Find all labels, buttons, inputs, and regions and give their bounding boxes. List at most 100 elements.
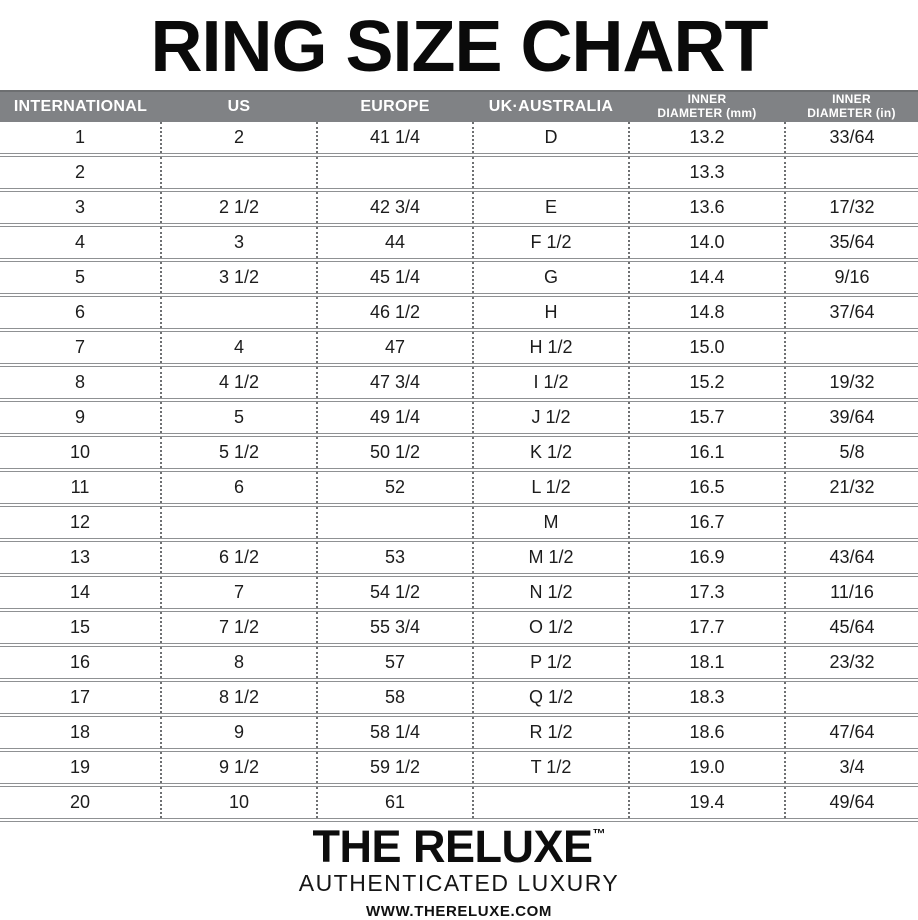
cell-inner-diameter-mm: 16.9	[628, 540, 785, 577]
cell-international: 18	[0, 715, 161, 752]
cell-uk-australia: H 1/2	[472, 330, 629, 367]
cell-inner-diameter-mm: 15.0	[628, 330, 785, 367]
cell-inner-diameter-in: 37/64	[784, 295, 918, 332]
cell-inner-diameter-in	[784, 505, 918, 542]
cell-inner-diameter-mm: 16.7	[628, 505, 785, 542]
cell-europe: 59 1/2	[316, 750, 473, 787]
cell-inner-diameter-in: 5/8	[784, 435, 918, 472]
cell-inner-diameter-mm: 17.7	[628, 610, 785, 647]
cell-uk-australia: O 1/2	[472, 610, 629, 647]
cell-international: 14	[0, 575, 161, 612]
cell-uk-australia: J 1/2	[472, 400, 629, 437]
cell-uk-australia: T 1/2	[472, 750, 629, 787]
cell-inner-diameter-mm: 13.2	[628, 122, 785, 157]
cell-uk-australia: R 1/2	[472, 715, 629, 752]
page-title: RING SIZE CHART	[150, 7, 768, 87]
cell-inner-diameter-in: 9/16	[784, 260, 918, 297]
cell-us: 4 1/2	[160, 365, 317, 402]
cell-europe: 61	[316, 785, 473, 822]
cell-international: 10	[0, 435, 161, 472]
cell-us	[160, 295, 317, 332]
cell-europe: 49 1/4	[316, 400, 473, 437]
cell-us: 2	[160, 122, 317, 157]
cell-uk-australia: N 1/2	[472, 575, 629, 612]
cell-inner-diameter-in: 47/64	[784, 715, 918, 752]
table-row: 16 8 57 P 1/2 18.1 23/32	[0, 645, 918, 682]
cell-europe: 52	[316, 470, 473, 507]
cell-international: 13	[0, 540, 161, 577]
header-row: INTERNATIONAL US EUROPE UK·AUSTRALIA INN…	[0, 90, 918, 122]
cell-uk-australia: F 1/2	[472, 225, 629, 262]
website-url: WWW.THERELUXE.COM	[365, 903, 553, 920]
cell-inner-diameter-mm: 13.3	[628, 155, 785, 192]
header-cell-us: US	[161, 90, 317, 122]
table-row: 14 7 54 1/2 N 1/2 17.3 11/16	[0, 575, 918, 612]
cell-international: 16	[0, 645, 161, 682]
ring-size-chart-table: INTERNATIONAL US EUROPE UK·AUSTRALIA INN…	[0, 90, 918, 822]
cell-inner-diameter-mm: 18.3	[628, 680, 785, 717]
cell-uk-australia: M	[472, 505, 629, 542]
cell-inner-diameter-in: 49/64	[784, 785, 918, 822]
cell-europe: 41 1/4	[316, 122, 473, 157]
brand-wordmark: THE RELUXE™	[0, 824, 918, 869]
cell-us	[160, 155, 317, 192]
cell-inner-diameter-in: 45/64	[784, 610, 918, 647]
cell-europe	[316, 505, 473, 542]
cell-us: 8 1/2	[160, 680, 317, 717]
cell-inner-diameter-in: 35/64	[784, 225, 918, 262]
cell-us: 3	[160, 225, 317, 262]
cell-international: 7	[0, 330, 161, 367]
cell-us: 4	[160, 330, 317, 367]
cell-europe: 45 1/4	[316, 260, 473, 297]
table-row: 9 5 49 1/4 J 1/2 15.7 39/64	[0, 400, 918, 437]
cell-europe: 42 3/4	[316, 190, 473, 227]
cell-international: 5	[0, 260, 161, 297]
table-row: 6 46 1/2 H 14.8 37/64	[0, 295, 918, 332]
table-row: 10 5 1/2 50 1/2 K 1/2 16.1 5/8	[0, 435, 918, 472]
cell-international: 9	[0, 400, 161, 437]
table-row: 5 3 1/2 45 1/4 G 14.4 9/16	[0, 260, 918, 297]
table-row: 3 2 1/2 42 3/4 E 13.6 17/32	[0, 190, 918, 227]
cell-uk-australia: G	[472, 260, 629, 297]
table-row: 4 3 44 F 1/2 14.0 35/64	[0, 225, 918, 262]
cell-europe: 50 1/2	[316, 435, 473, 472]
cell-international: 6	[0, 295, 161, 332]
table-header: INTERNATIONAL US EUROPE UK·AUSTRALIA INN…	[0, 90, 918, 122]
cell-europe: 58 1/4	[316, 715, 473, 752]
cell-us: 6	[160, 470, 317, 507]
cell-inner-diameter-in: 11/16	[784, 575, 918, 612]
cell-international: 3	[0, 190, 161, 227]
cell-inner-diameter-mm: 17.3	[628, 575, 785, 612]
cell-europe: 44	[316, 225, 473, 262]
header-cell-uk-australia: UK·AUSTRALIA	[473, 90, 629, 122]
cell-inner-diameter-in: 17/32	[784, 190, 918, 227]
cell-inner-diameter-in: 19/32	[784, 365, 918, 402]
cell-europe	[316, 155, 473, 192]
cell-uk-australia: D	[472, 122, 629, 157]
trademark-symbol: ™	[592, 826, 606, 841]
cell-international: 11	[0, 470, 161, 507]
table-row: 2 13.3	[0, 155, 918, 192]
cell-europe: 46 1/2	[316, 295, 473, 332]
table-row: 18 9 58 1/4 R 1/2 18.6 47/64	[0, 715, 918, 752]
cell-international: 1	[0, 122, 161, 157]
cell-europe: 55 3/4	[316, 610, 473, 647]
cell-us: 7	[160, 575, 317, 612]
cell-us: 8	[160, 645, 317, 682]
cell-international: 20	[0, 785, 161, 822]
cell-uk-australia: H	[472, 295, 629, 332]
cell-uk-australia: L 1/2	[472, 470, 629, 507]
cell-inner-diameter-mm: 19.0	[628, 750, 785, 787]
cell-inner-diameter-in: 39/64	[784, 400, 918, 437]
cell-inner-diameter-in: 3/4	[784, 750, 918, 787]
cell-us	[160, 505, 317, 542]
cell-uk-australia: M 1/2	[472, 540, 629, 577]
table-row: 20 10 61 19.4 49/64	[0, 785, 918, 822]
cell-inner-diameter-mm: 15.2	[628, 365, 785, 402]
cell-inner-diameter-mm: 18.6	[628, 715, 785, 752]
cell-us: 5 1/2	[160, 435, 317, 472]
cell-inner-diameter-in: 23/32	[784, 645, 918, 682]
cell-inner-diameter-in: 33/64	[784, 122, 918, 157]
cell-inner-diameter-mm: 14.0	[628, 225, 785, 262]
cell-international: 2	[0, 155, 161, 192]
